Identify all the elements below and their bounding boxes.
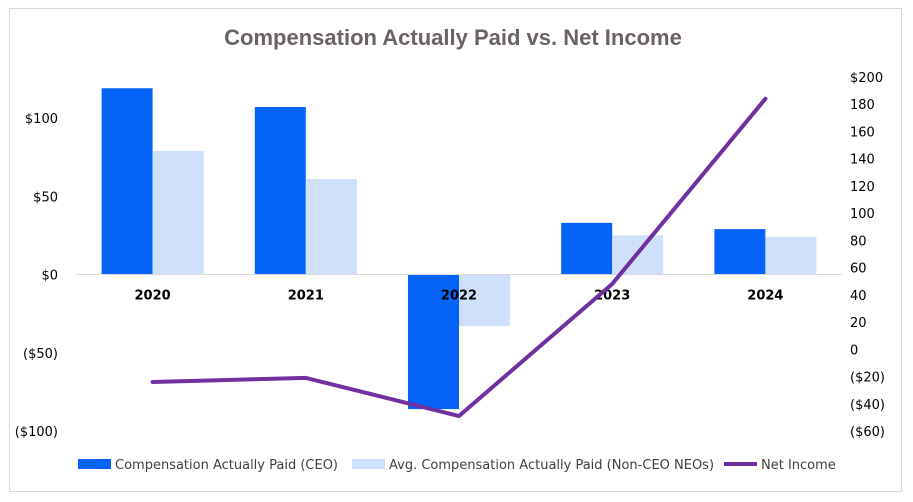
right-tick-label: 80 [850, 234, 867, 249]
bar-ceo-2022 [408, 274, 459, 410]
legend-label-2: Net Income [761, 458, 836, 473]
bar-neo-2024 [765, 236, 817, 275]
category-label-2022: 2022 [441, 289, 477, 304]
right-tick-label: $200 [850, 71, 883, 86]
bar-neo-2022 [459, 274, 510, 327]
bar-neo-2021 [305, 179, 357, 275]
right-axis-ticks: $200 180 160 140 120 100 80 60 40 20 0 ($20) ($40) ($… [850, 71, 885, 440]
net-income-point-2020 [152, 381, 154, 383]
right-tick-label: 100 [850, 207, 875, 222]
right-tick-label: 160 [850, 125, 875, 140]
category-label-2020: 2020 [135, 289, 171, 304]
left-axis-ticks: $100 $50 $0 ($50) ($100) [15, 112, 58, 440]
right-tick-label: 120 [850, 180, 875, 195]
right-tick-label: ($40) [850, 398, 885, 413]
category-label-2024: 2024 [747, 289, 783, 304]
left-tick-label: $0 [41, 269, 58, 284]
bars-layer [101, 88, 817, 410]
right-tick-label: 180 [850, 98, 875, 113]
left-tick-label: $100 [25, 112, 58, 127]
right-tick-label: 140 [850, 153, 875, 168]
legend-swatch-1 [352, 459, 385, 469]
right-tick-label: 20 [850, 316, 867, 331]
right-tick-label: 60 [850, 262, 867, 277]
bar-ceo-2021 [254, 107, 306, 275]
legend-swatch-0 [78, 459, 111, 469]
bar-ceo-2024 [714, 229, 766, 275]
right-tick-label: 40 [850, 289, 867, 304]
line-layer [150, 96, 768, 419]
category-label-2021: 2021 [288, 289, 324, 304]
bar-ceo-2023 [561, 222, 613, 275]
legend-label-1: Avg. Compensation Actually Paid (Non-CEO… [389, 458, 714, 473]
net-income-point-2023 [611, 283, 613, 285]
right-tick-label: ($60) [850, 425, 885, 440]
legend: Compensation Actually Paid (CEO) Avg. Com… [78, 458, 836, 473]
net-income-line [150, 96, 768, 419]
bar-neo-2020 [152, 150, 204, 275]
bar-ceo-2020 [101, 88, 153, 275]
left-tick-label: ($50) [23, 347, 58, 362]
net-income-point-2021 [305, 377, 307, 379]
right-tick-label: 0 [850, 343, 858, 358]
left-tick-label: $50 [33, 190, 58, 205]
legend-label-0: Compensation Actually Paid (CEO) [115, 458, 338, 473]
category-labels: 2020 2021 2022 2023 2024 [135, 289, 784, 304]
chart-title: Compensation Actually Paid vs. Net Incom… [224, 25, 682, 50]
net-income-point-2024 [764, 98, 766, 100]
left-tick-label: ($100) [15, 425, 58, 440]
right-tick-label: ($20) [850, 371, 885, 386]
net-income-point-2022 [458, 415, 460, 417]
